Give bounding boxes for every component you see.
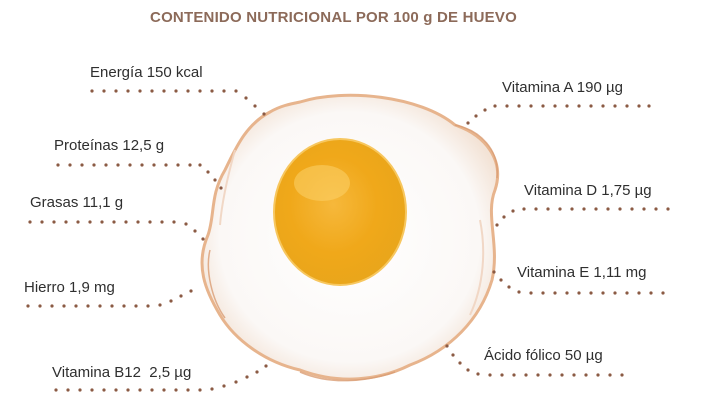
dots-vitamina-e <box>492 270 665 295</box>
label-vitamina-d: Vitamina D 1,75 µg <box>524 182 652 199</box>
dots-proteinas <box>56 163 223 190</box>
label-proteinas: Proteínas 12,5 g <box>54 137 165 154</box>
dots-hierro <box>26 289 193 308</box>
dots-vitamina-d <box>495 207 670 227</box>
dots-grasas <box>28 220 205 241</box>
label-grasas: Grasas 11,1 g <box>30 194 124 211</box>
dots-acido-folico <box>445 344 624 377</box>
dots-vitamina-b12 <box>54 364 268 392</box>
dots-energia <box>90 89 266 116</box>
dots-vitamina-a <box>466 104 651 125</box>
label-acido-folico: Ácido fólico 50 µg <box>484 347 603 364</box>
page-title: CONTENIDO NUTRICIONAL POR 100 g DE HUEVO <box>150 9 517 26</box>
connector-dots <box>26 89 670 392</box>
label-vitamina-a: Vitamina A 190 µg <box>502 79 623 96</box>
label-vitamina-b12: Vitamina B12 2,5 µg <box>52 364 192 381</box>
label-energia: Energía 150 kcal <box>90 64 203 81</box>
label-hierro: Hierro 1,9 mg <box>24 279 115 296</box>
label-vitamina-e: Vitamina E 1,11 mg <box>517 264 647 281</box>
egg-yolk <box>273 138 407 286</box>
